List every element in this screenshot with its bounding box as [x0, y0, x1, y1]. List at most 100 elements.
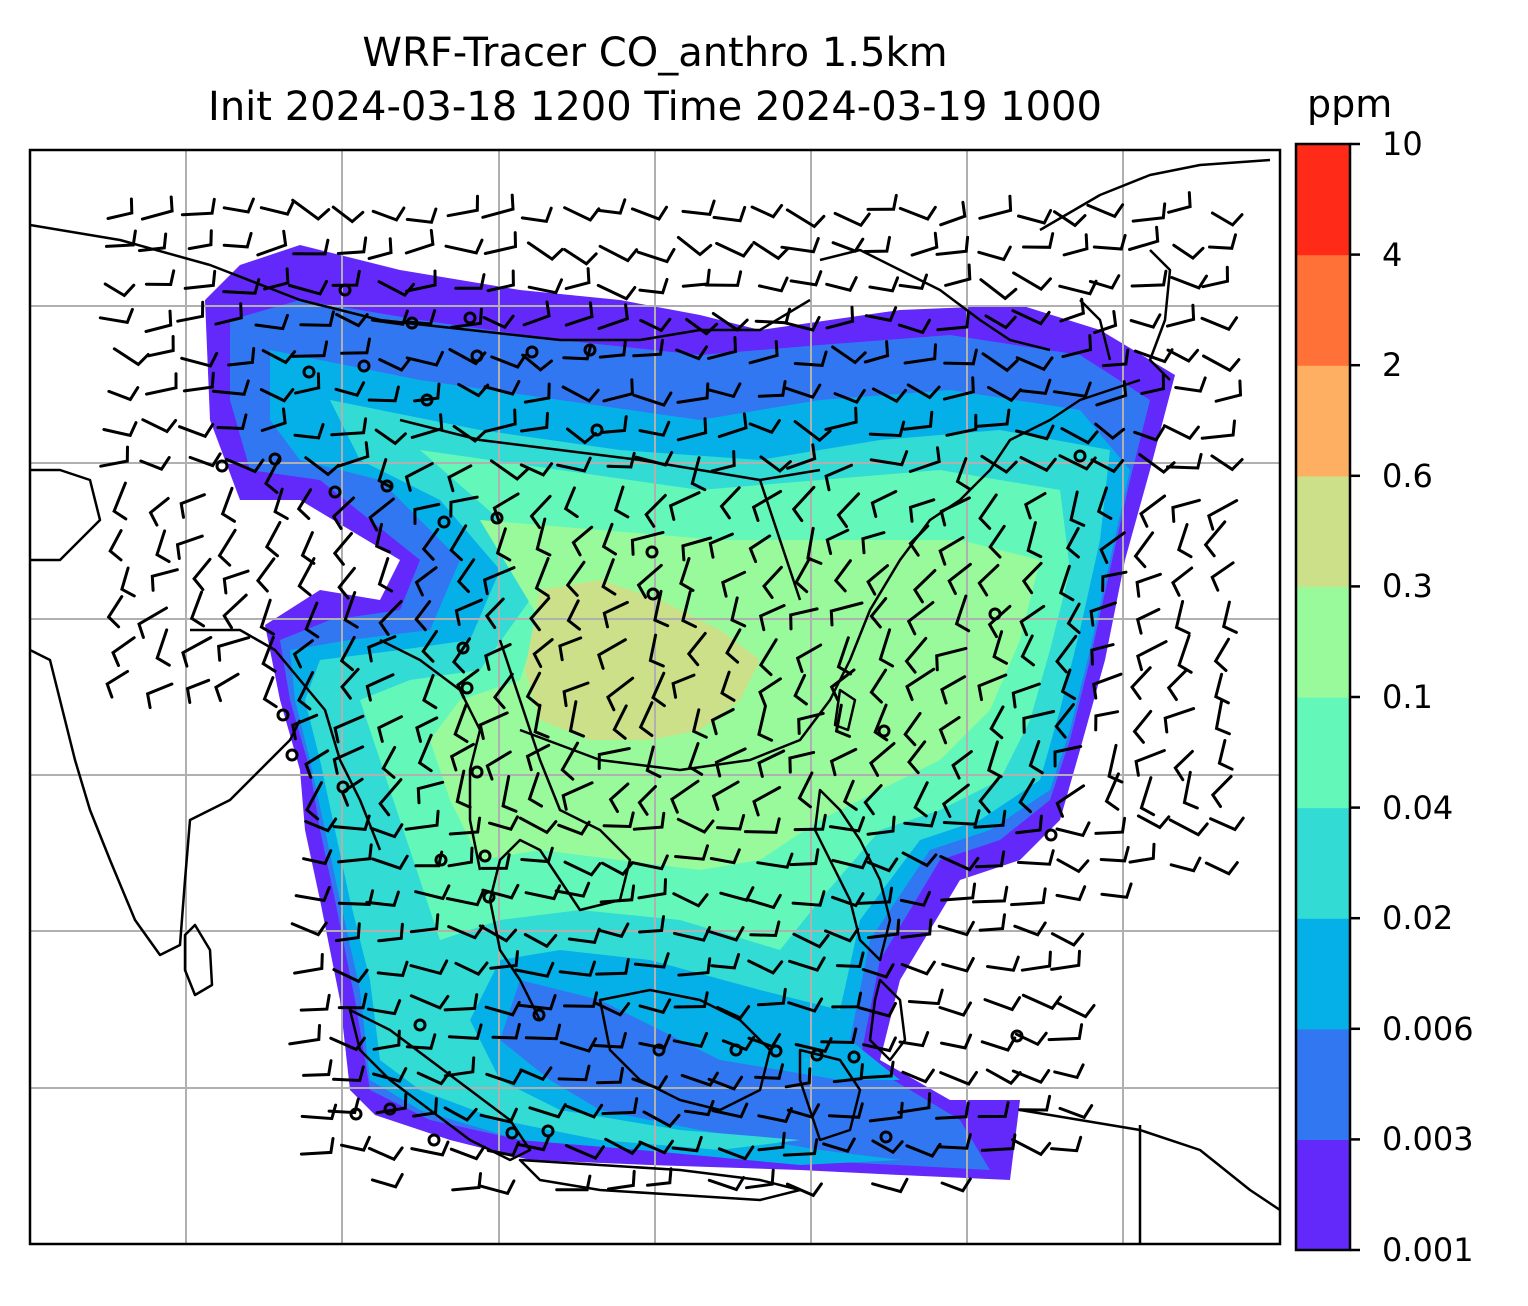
wind-barb	[484, 1000, 521, 1017]
wind-barb	[337, 566, 356, 600]
wind-barb	[189, 590, 205, 628]
wind-barb	[1090, 643, 1115, 666]
wind-barb	[676, 417, 708, 442]
wind-barb	[942, 809, 981, 826]
wind-barb	[912, 569, 937, 604]
wind-barb	[601, 558, 617, 596]
wind-barb	[1130, 666, 1152, 700]
wind-barb	[454, 961, 489, 976]
wind-barb	[374, 522, 391, 554]
wind-barb	[414, 600, 432, 632]
wind-barb	[941, 957, 975, 973]
wind-barb	[1086, 203, 1125, 219]
wind-barb	[144, 309, 173, 333]
wind-barb	[185, 678, 211, 704]
calm-wind-circle	[769, 1044, 783, 1058]
wind-barb	[898, 205, 937, 221]
wind-barb	[1214, 699, 1231, 736]
wind-barb	[1092, 672, 1123, 700]
wind-barb	[1047, 1023, 1084, 1042]
wind-barb	[749, 920, 781, 938]
wind-barb	[222, 231, 253, 249]
wind-barb	[374, 428, 407, 446]
wind-barb	[378, 599, 403, 636]
wind-barb	[940, 1033, 973, 1050]
wind-barb	[730, 596, 747, 628]
wind-barb	[1133, 426, 1165, 442]
wind-barb	[936, 311, 970, 332]
wind-barb	[637, 785, 657, 816]
wind-barb	[671, 673, 696, 699]
wind-barb	[870, 490, 898, 518]
wind-barb	[978, 913, 1006, 932]
coastline-taiwan	[833, 688, 857, 732]
wind-barb	[793, 673, 808, 706]
wind-barb	[910, 231, 939, 257]
wind-barb	[719, 486, 741, 520]
wind-barb	[483, 380, 521, 396]
wind-barb	[366, 999, 402, 1016]
wind-barb	[831, 853, 870, 870]
wind-barb	[336, 441, 370, 468]
wind-barb	[1200, 316, 1239, 332]
wind-barb	[938, 536, 965, 566]
wind-barb	[105, 229, 137, 248]
wind-barb	[447, 846, 474, 868]
wind-barb	[1094, 710, 1120, 732]
wind-barb	[869, 450, 909, 467]
wind-barb	[750, 203, 784, 219]
wind-barb	[486, 269, 515, 293]
wind-barb	[304, 749, 330, 779]
colorbar-tick-label: 0.04	[1382, 788, 1454, 827]
wind-barb	[632, 811, 666, 831]
wind-barb	[1020, 378, 1052, 396]
wind-barb	[757, 987, 787, 1007]
wind-barb	[593, 1001, 631, 1017]
wind-barb	[256, 229, 288, 257]
coastline-korea-japan	[1039, 158, 1271, 381]
wind-barb	[947, 562, 972, 595]
wind-barb	[613, 485, 630, 519]
wind-barb	[145, 682, 174, 710]
wind-barb	[1065, 527, 1080, 559]
wind-barb	[534, 557, 550, 598]
wind-barb	[780, 237, 820, 254]
wind-barb	[294, 372, 321, 395]
wind-barb	[365, 890, 400, 908]
wind-barb	[673, 991, 709, 1009]
wind-barb	[677, 957, 712, 977]
calm-wind-circle	[437, 515, 451, 529]
wind-barb	[674, 844, 709, 861]
calm-wind-circle	[470, 765, 484, 779]
calm-wind-circle	[434, 853, 448, 867]
wind-barb	[527, 772, 543, 808]
calm-wind-circle	[383, 1102, 397, 1116]
wind-barb	[793, 350, 828, 367]
wind-barb	[112, 481, 128, 521]
wind-barb	[259, 388, 295, 403]
wind-barb	[600, 861, 634, 877]
wind-barb	[1129, 313, 1162, 329]
calm-wind-circle	[505, 1126, 519, 1140]
wind-barb	[706, 926, 745, 942]
wind-barb	[1050, 949, 1081, 971]
wind-barb	[977, 1101, 1010, 1118]
wind-barb	[866, 918, 901, 940]
wind-barb	[527, 278, 563, 295]
wind-barb	[636, 247, 676, 264]
wind-barb	[449, 495, 479, 518]
wind-barb	[299, 993, 331, 1012]
wind-barb	[222, 197, 255, 214]
wind-barb	[942, 376, 975, 401]
wind-barb	[608, 782, 630, 813]
wind-barb	[645, 745, 662, 779]
wind-barb	[263, 267, 290, 291]
wind-barb	[788, 956, 826, 972]
wind-barb	[871, 387, 907, 404]
colorbar-segment	[1296, 1028, 1350, 1140]
wind-barb	[751, 489, 783, 522]
wind-barb	[955, 457, 971, 491]
wind-barb	[478, 924, 518, 943]
wind-barb	[940, 675, 967, 705]
wind-barb	[648, 633, 665, 668]
